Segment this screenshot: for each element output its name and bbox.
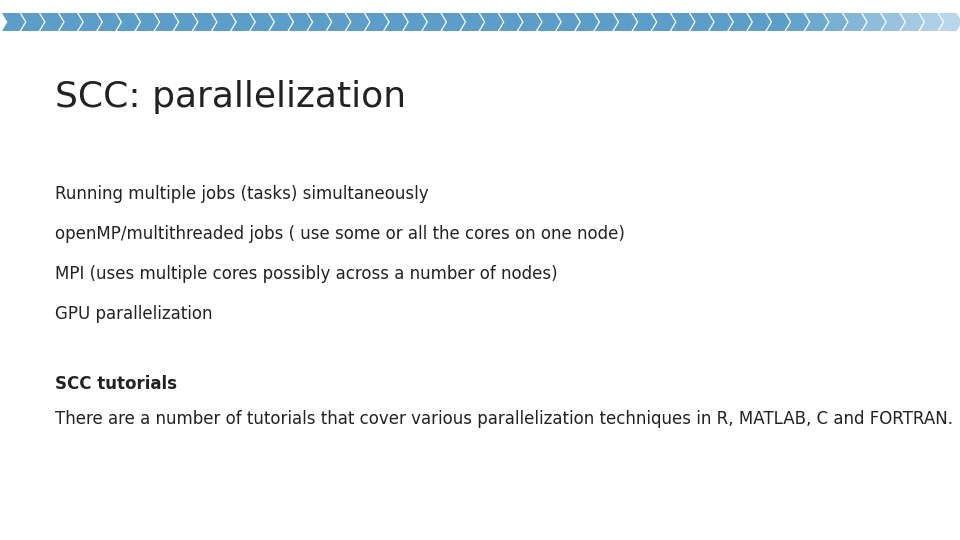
Polygon shape <box>60 13 83 31</box>
Polygon shape <box>461 13 484 31</box>
Polygon shape <box>557 13 580 31</box>
Polygon shape <box>843 13 866 31</box>
Polygon shape <box>900 13 924 31</box>
Polygon shape <box>729 13 752 31</box>
Polygon shape <box>422 13 445 31</box>
Polygon shape <box>193 13 216 31</box>
Polygon shape <box>690 13 713 31</box>
Polygon shape <box>327 13 350 31</box>
Text: SCC tutorials: SCC tutorials <box>55 375 177 393</box>
Polygon shape <box>786 13 809 31</box>
Polygon shape <box>518 13 541 31</box>
Polygon shape <box>384 13 407 31</box>
Polygon shape <box>805 13 828 31</box>
Text: openMP/multithreaded jobs ( use some or all the cores on one node): openMP/multithreaded jobs ( use some or … <box>55 225 625 243</box>
Polygon shape <box>748 13 771 31</box>
Polygon shape <box>442 13 465 31</box>
Polygon shape <box>652 13 675 31</box>
Polygon shape <box>709 13 732 31</box>
Text: Running multiple jobs (tasks) simultaneously: Running multiple jobs (tasks) simultaneo… <box>55 185 428 203</box>
Polygon shape <box>98 13 121 31</box>
Text: MPI (uses multiple cores possibly across a number of nodes): MPI (uses multiple cores possibly across… <box>55 265 558 283</box>
Polygon shape <box>21 13 44 31</box>
Polygon shape <box>499 13 522 31</box>
Polygon shape <box>136 13 158 31</box>
Polygon shape <box>824 13 847 31</box>
Polygon shape <box>308 13 331 31</box>
Polygon shape <box>939 13 960 31</box>
Polygon shape <box>231 13 254 31</box>
Polygon shape <box>365 13 388 31</box>
Text: There are a number of tutorials that cover various parallelization techniques in: There are a number of tutorials that cov… <box>55 410 953 428</box>
Polygon shape <box>595 13 617 31</box>
Polygon shape <box>480 13 503 31</box>
Polygon shape <box>881 13 904 31</box>
Polygon shape <box>79 13 102 31</box>
Polygon shape <box>633 13 656 31</box>
Polygon shape <box>347 13 370 31</box>
Polygon shape <box>538 13 561 31</box>
Text: SCC: parallelization: SCC: parallelization <box>55 80 406 114</box>
Polygon shape <box>155 13 178 31</box>
Polygon shape <box>862 13 885 31</box>
Polygon shape <box>920 13 943 31</box>
Polygon shape <box>2 13 25 31</box>
Polygon shape <box>174 13 197 31</box>
Polygon shape <box>613 13 636 31</box>
Polygon shape <box>212 13 235 31</box>
Polygon shape <box>767 13 790 31</box>
Polygon shape <box>40 13 63 31</box>
Polygon shape <box>403 13 426 31</box>
Polygon shape <box>289 13 312 31</box>
Polygon shape <box>576 13 599 31</box>
Text: GPU parallelization: GPU parallelization <box>55 305 212 323</box>
Polygon shape <box>671 13 694 31</box>
Polygon shape <box>270 13 293 31</box>
Polygon shape <box>117 13 140 31</box>
Polygon shape <box>251 13 274 31</box>
